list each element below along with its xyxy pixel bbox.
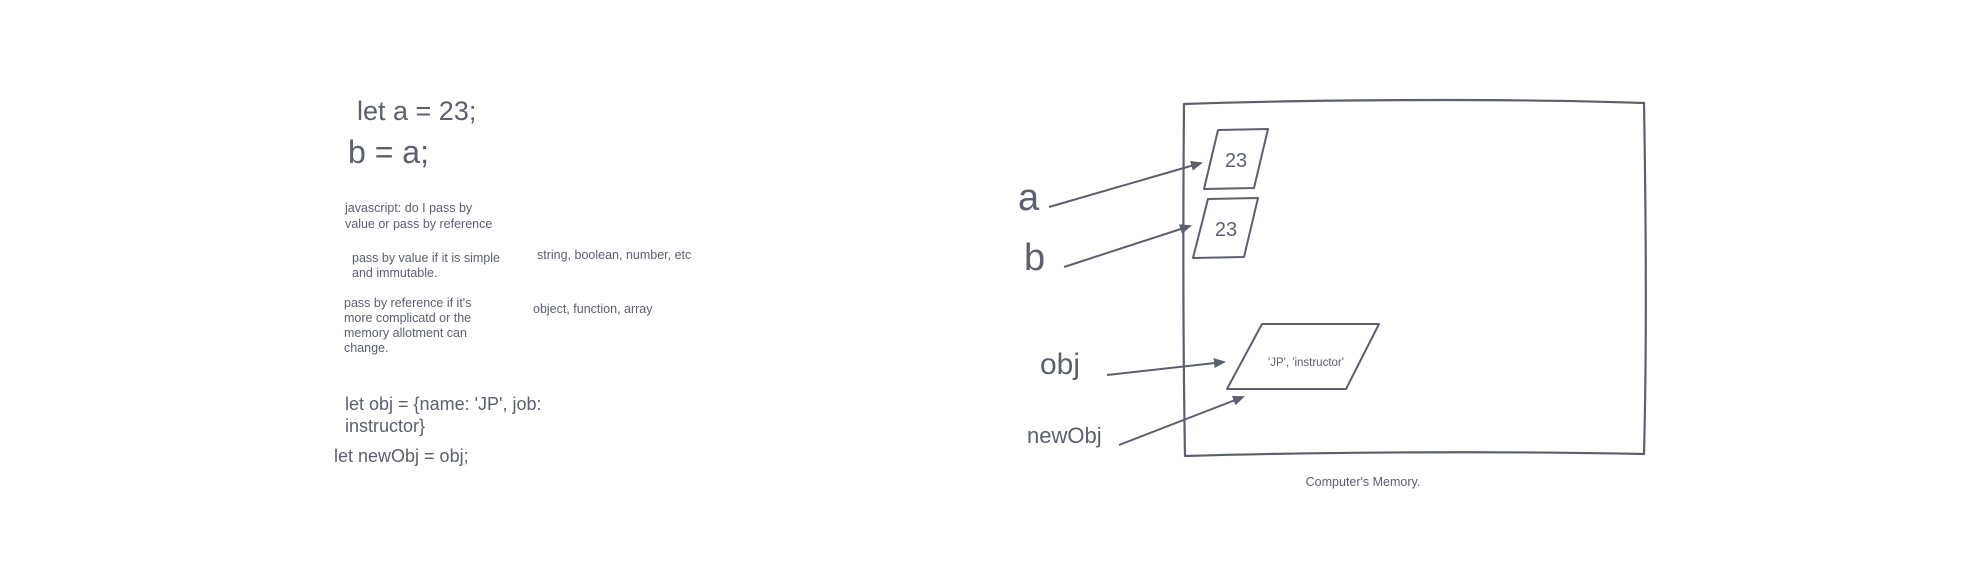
note-let-obj: let obj = {name: 'JP', job: instructor} (345, 394, 542, 436)
memory-cell-a-value: 23 (1225, 150, 1247, 172)
arrow-a-to-cell (1048, 160, 1203, 208)
memory-cell-a (1203, 128, 1269, 190)
memory-cell-obj-value: 'JP', 'instructor' (1268, 357, 1344, 369)
arrow-obj-to-cell (1106, 358, 1226, 376)
arrow-b-to-cell (1063, 224, 1192, 268)
memory-cell-b (1192, 197, 1259, 259)
memory-caption: Computer's Memory. (1306, 475, 1421, 489)
memory-cell-obj (1226, 323, 1380, 390)
variable-label-b: b (1024, 237, 1045, 279)
note-pass-by-reference: pass by reference if it's more complicat… (344, 296, 472, 355)
memory-box (1182, 98, 1647, 458)
note-reference-examples: object, function, array (533, 302, 653, 316)
arrow-newobj-to-cell (1118, 395, 1245, 446)
note-b-equals-a: b = a; (348, 134, 429, 170)
note-value-examples: string, boolean, number, etc (537, 248, 692, 262)
note-let-newobj: let newObj = obj; (334, 446, 469, 466)
variable-label-obj: obj (1040, 348, 1080, 381)
note-pass-question: javascript: do I pass by value or pass b… (345, 201, 493, 231)
variable-label-newobj: newObj (1027, 423, 1102, 448)
memory-cell-b-value: 23 (1215, 219, 1237, 241)
variable-label-a: a (1018, 177, 1040, 219)
note-pass-by-value: pass by value if it is simple and immuta… (352, 251, 500, 280)
note-let-a: let a = 23; (357, 96, 477, 126)
